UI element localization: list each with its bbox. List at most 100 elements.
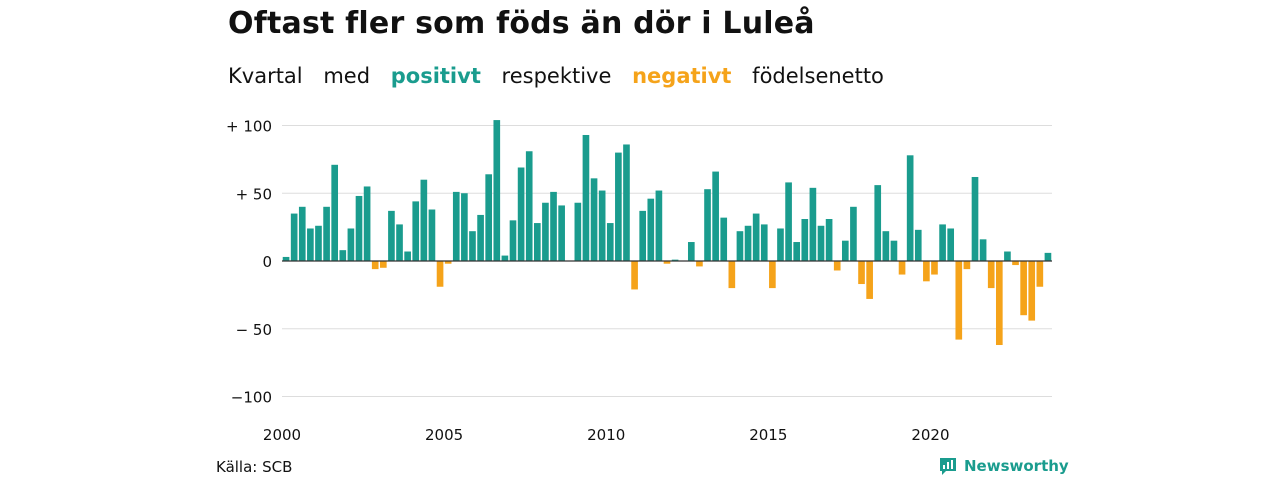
bar (655, 190, 663, 261)
bar (347, 228, 355, 261)
bar (485, 174, 493, 261)
x-tick-label: 2010 (587, 426, 625, 444)
y-tick-label: −100 (231, 389, 272, 407)
bar (898, 261, 906, 275)
bar (590, 178, 598, 261)
bar (939, 224, 946, 261)
bar (550, 191, 557, 261)
bar (436, 261, 444, 287)
bar (582, 134, 590, 262)
bar (712, 171, 719, 261)
bar (687, 242, 695, 261)
bar (339, 250, 347, 261)
bar (963, 261, 971, 270)
bar (882, 231, 890, 261)
bar (509, 220, 517, 261)
bar (1044, 252, 1052, 261)
bar (760, 224, 768, 261)
subtitle-word-respektive: respektive (501, 64, 612, 88)
bar (517, 167, 525, 261)
subtitle-word-med: med (323, 64, 371, 88)
bar (704, 189, 711, 261)
bar (315, 225, 322, 261)
bar (558, 205, 565, 261)
subtitle-word-kvartal: Kvartal (228, 64, 303, 88)
bar (906, 155, 914, 261)
bar (671, 259, 679, 261)
bar (971, 176, 979, 261)
brand-logo: Newsworthy (938, 456, 1069, 476)
bar (817, 225, 825, 261)
y-tick-label: − 50 (236, 321, 272, 339)
bar (858, 261, 865, 285)
bar (533, 223, 541, 261)
bar (363, 186, 371, 261)
x-tick-label: 2020 (911, 426, 949, 444)
bar (323, 206, 330, 261)
bar (631, 261, 638, 290)
bar (542, 202, 549, 262)
bar (282, 256, 290, 261)
chart-title: Oftast fler som föds än dör i Luleå (228, 6, 815, 41)
bar (744, 225, 752, 261)
bar (663, 261, 671, 264)
bar (825, 219, 833, 262)
bar (396, 224, 403, 261)
bar (850, 206, 857, 261)
bar (866, 261, 873, 299)
bar (995, 261, 1003, 346)
bar (777, 228, 784, 261)
x-tick-label: 2005 (425, 426, 463, 444)
bar (412, 201, 420, 261)
bar (890, 240, 898, 261)
bar (420, 179, 428, 261)
subtitle-positive-word: positivt (390, 64, 481, 88)
bar (752, 213, 760, 261)
bar (1036, 261, 1044, 287)
bar (606, 223, 614, 261)
bar (841, 240, 849, 261)
bar (331, 164, 339, 261)
bar (874, 185, 882, 261)
bar (379, 261, 387, 268)
y-tick-label: 0 (262, 253, 272, 271)
subtitle-negative-word: negativt (632, 64, 732, 88)
bar (736, 231, 744, 261)
x-tick-label: 2000 (263, 426, 301, 444)
bar (696, 261, 703, 267)
y-tick-label: + 100 (226, 118, 272, 136)
bar (955, 261, 963, 340)
brand-name: Newsworthy (964, 457, 1069, 475)
bar (923, 261, 930, 282)
bar (574, 202, 582, 262)
bar (1004, 251, 1011, 261)
bar (461, 193, 468, 261)
bar (623, 144, 630, 261)
bar (947, 228, 955, 261)
bar (728, 261, 736, 289)
bar (615, 152, 622, 261)
bar (639, 210, 647, 261)
bar (598, 190, 606, 261)
bar (979, 239, 987, 261)
bar (355, 195, 363, 261)
bar (931, 261, 938, 275)
bar (501, 255, 509, 261)
bar (493, 120, 501, 261)
bar (444, 261, 452, 264)
newsworthy-logo-icon (940, 458, 956, 475)
x-tick-label: 2015 (749, 426, 787, 444)
source-note: Källa: SCB (216, 458, 293, 476)
subtitle-word-fodelsenetto: födelsenetto (752, 64, 884, 88)
bar (1012, 261, 1019, 266)
bar (1028, 261, 1036, 321)
bar (769, 261, 776, 289)
bar (371, 261, 379, 270)
bar (801, 219, 809, 262)
bar (388, 210, 395, 261)
bar (1020, 261, 1027, 316)
bar (298, 206, 306, 261)
bar (469, 231, 476, 261)
bar (785, 182, 792, 261)
